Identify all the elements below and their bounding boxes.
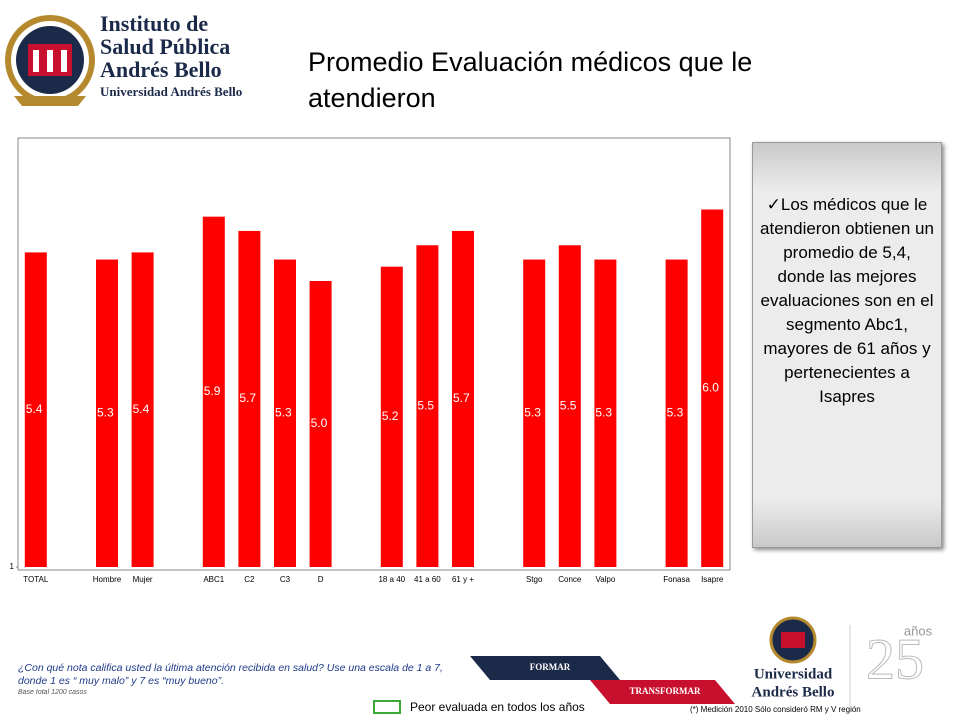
institute-name: Instituto de Salud Pública Andrés Bello [100, 12, 230, 81]
x-tick-label: Conce [558, 575, 582, 584]
legend-swatch [373, 700, 401, 714]
footer-logo-text: Universidad [754, 666, 833, 682]
institute-line: Andrés Bello [100, 57, 222, 82]
x-tick-label: ABC1 [203, 575, 224, 584]
x-tick-label: Fonasa [663, 575, 690, 584]
base: Base total 1200 casos [18, 689, 87, 696]
plot-frame [17, 137, 731, 571]
insight-text: ✓Los médicos que le atendieron obtienen … [758, 193, 936, 409]
x-tick-label: 41 a 60 [414, 575, 441, 584]
banner-text: TRANSFORMAR [630, 686, 701, 696]
x-tick-label: TOTAL [23, 575, 49, 584]
x-tick-label: C3 [280, 575, 291, 584]
insight-box [752, 142, 942, 548]
y-tick-label: 1 [10, 562, 15, 571]
value-label: 5.3 [275, 405, 292, 419]
bar [24, 252, 47, 567]
value-label: 5.3 [595, 405, 612, 419]
bar [202, 216, 225, 567]
value-label: 5.5 [417, 398, 434, 412]
bar [131, 252, 154, 567]
anniversary-text: años [904, 623, 933, 638]
value-label: 6.0 [702, 380, 719, 394]
footer-logo: Universidad Andrés Bello 25 años [752, 616, 933, 705]
bar [558, 245, 581, 567]
value-label: 5.4 [26, 402, 43, 416]
bar [416, 245, 439, 567]
anniversary-number: 25 [866, 626, 924, 691]
bar [96, 259, 118, 567]
bar [238, 230, 261, 567]
x-tick-label: C2 [244, 575, 255, 584]
footnote: (*) Medición 2010 Sólo consideró RM y V … [690, 705, 861, 714]
x-tick-label: Valpo [595, 575, 615, 584]
logo [5, 15, 95, 106]
banner: FORMAR TRANSFORMAR [470, 656, 735, 704]
bar [274, 259, 296, 567]
bar [665, 259, 688, 567]
bar [380, 266, 403, 567]
value-label: 5.3 [97, 405, 114, 419]
value-label: 5.3 [524, 405, 541, 419]
x-tick-label: 61 y + [452, 575, 474, 584]
value-label: 5.3 [667, 405, 684, 419]
bar [309, 281, 332, 567]
bar [594, 259, 617, 567]
value-label: 5.7 [239, 391, 256, 405]
institute-line: Salud Pública [100, 34, 231, 59]
footer-logo-text: Andrés Bello [752, 684, 835, 700]
x-tick-label: Stgo [526, 575, 543, 584]
check: ✓ [766, 195, 781, 214]
question: ¿Con qué nota califica usted la última a… [18, 662, 443, 687]
bar [523, 259, 546, 567]
legend-text: Peor evaluada en todos los años [410, 700, 585, 714]
x-tick-label: 18 a 40 [378, 575, 405, 584]
value-label: 5.2 [382, 409, 399, 423]
value-label: 5.7 [453, 391, 470, 405]
chart-title: Promedio Evaluación médicos que le atend… [308, 47, 753, 113]
x-tick-label: Isapre [701, 575, 724, 584]
bar [701, 209, 724, 567]
banner-text: FORMAR [530, 662, 571, 672]
value-label: 5.9 [204, 384, 221, 398]
institute-line: Instituto de [100, 11, 209, 36]
university-name: Universidad Andrés Bello [100, 84, 243, 99]
x-tick-label: Hombre [93, 575, 122, 584]
insight-body: Los médicos que le atendieron obtienen u… [760, 195, 934, 406]
x-tick-label: D [318, 575, 324, 584]
value-label: 5.5 [560, 398, 577, 412]
bar [452, 230, 474, 567]
value-label: 5.0 [311, 416, 328, 430]
value-label: 5.4 [133, 402, 150, 416]
x-tick-label: Mujer [133, 575, 153, 584]
